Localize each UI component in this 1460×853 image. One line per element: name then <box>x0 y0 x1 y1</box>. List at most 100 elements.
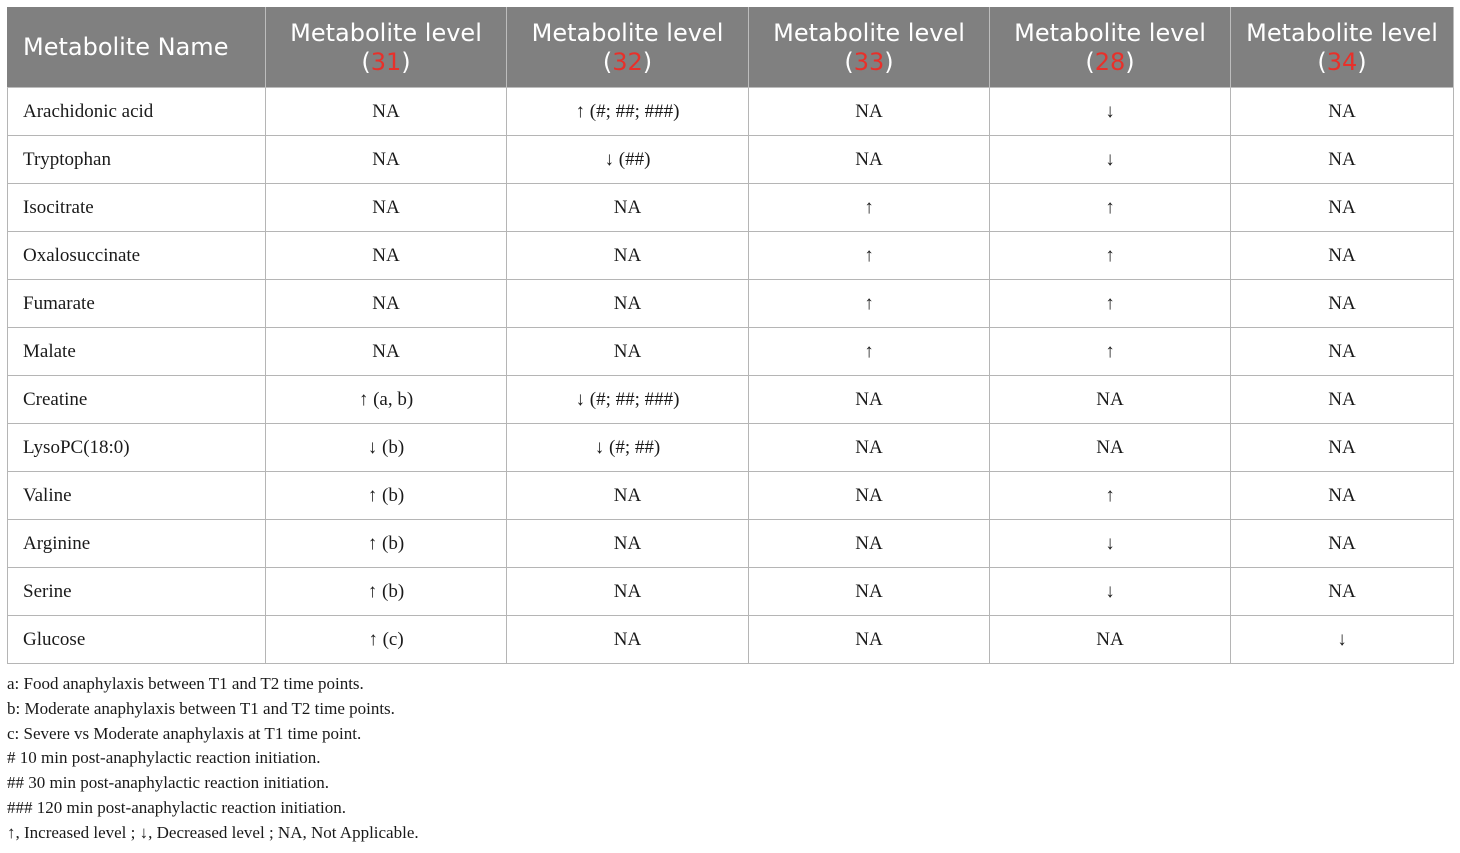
metabolite-level-cell: ↑ (b) <box>265 471 507 520</box>
metabolite-level-cell: NA <box>1230 375 1454 424</box>
metabolite-level-cell: ↓ (#; ##; ###) <box>506 375 749 424</box>
metabolite-level-cell: NA <box>265 135 507 184</box>
reference-link[interactable]: 32 <box>612 47 643 76</box>
header-cell: Metabolite Name <box>7 7 266 88</box>
metabolite-name-cell: Serine <box>7 567 266 616</box>
metabolite-level-cell: NA <box>748 375 990 424</box>
metabolite-level-cell: ↓ <box>989 519 1231 568</box>
reference-link[interactable]: 33 <box>853 47 885 76</box>
metabolite-level-cell: ↑ <box>748 231 990 280</box>
table-row: Malate NA NA ↑ ↑ NA <box>7 327 1454 376</box>
metabolite-level-cell: NA <box>748 471 990 520</box>
metabolite-level-cell: NA <box>748 423 990 472</box>
metabolite-level-cell: NA <box>748 519 990 568</box>
reference-link[interactable]: 34 <box>1326 47 1358 76</box>
metabolite-level-cell: NA <box>1230 87 1454 136</box>
footnote-line: ### 120 min post-anaphylactic reaction i… <box>7 797 346 817</box>
metabolite-level-cell: ↓ <box>1230 615 1454 664</box>
metabolite-level-cell: NA <box>748 567 990 616</box>
footnote-line: a: Food anaphylaxis between T1 and T2 ti… <box>7 674 364 693</box>
footnote-line: b: Moderate anaphylaxis between T1 and T… <box>7 698 395 718</box>
metabolite-level-cell: NA <box>506 231 749 280</box>
metabolite-level-cell: NA <box>1230 279 1454 328</box>
header-cell: Metabolite level (32) <box>506 7 749 88</box>
metabolite-name-cell: Glucose <box>7 615 266 664</box>
header-label: Metabolite Name <box>23 33 229 61</box>
metabolite-level-cell: NA <box>1230 471 1454 520</box>
metabolite-level-cell: ↑ (c) <box>265 615 507 664</box>
metabolite-level-cell: NA <box>506 567 749 616</box>
metabolite-name-cell: Fumarate <box>7 279 266 328</box>
metabolite-level-cell: NA <box>506 519 749 568</box>
metabolite-level-cell: NA <box>1230 519 1454 568</box>
metabolite-level-cell: ↑ <box>989 279 1231 328</box>
table-row: Serine ↑ (b) NA NA ↓ NA <box>7 567 1454 616</box>
metabolite-level-cell: NA <box>748 615 990 664</box>
table-row: Valine ↑ (b) NA NA ↑ NA <box>7 471 1454 520</box>
metabolite-name-cell: Isocitrate <box>7 183 266 232</box>
metabolite-level-cell: NA <box>265 327 507 376</box>
footnote-line: c: Severe vs Moderate anaphylaxis at T1 … <box>7 723 362 743</box>
metabolite-level-cell: ↑ (b) <box>265 567 507 616</box>
metabolite-level-cell: NA <box>748 135 990 184</box>
metabolite-level-cell: ↓ (b) <box>265 423 507 472</box>
reference-link[interactable]: 31 <box>370 47 402 76</box>
table-row: Tryptophan NA ↓ (##) NA ↓ NA <box>7 135 1454 184</box>
metabolite-level-cell: ↑ <box>748 327 990 376</box>
metabolite-name-cell: Tryptophan <box>7 135 266 184</box>
header-cell: Metabolite level (28) <box>989 7 1231 88</box>
footnote-line: # 10 min post-anaphylactic reaction init… <box>7 748 321 768</box>
metabolite-level-cell: ↓ <box>989 135 1231 184</box>
metabolite-level-cell: NA <box>506 471 749 520</box>
metabolite-name-cell: LysoPC(18:0) <box>7 423 266 472</box>
metabolite-level-cell: NA <box>748 87 990 136</box>
table-footnotes: a: Food anaphylaxis between T1 and T2 ti… <box>7 672 1453 846</box>
metabolite-level-cell: NA <box>989 375 1231 424</box>
metabolite-level-cell: ↑ (b) <box>265 519 507 568</box>
reference-link[interactable]: 28 <box>1094 47 1126 76</box>
footnote-line: ## 30 min post-anaphylactic reaction ini… <box>7 773 329 793</box>
metabolite-level-cell: ↓ <box>989 567 1231 616</box>
metabolite-level-cell: ↑ <box>748 279 990 328</box>
metabolite-level-cell: ↑ <box>989 327 1231 376</box>
metabolite-level-cell: NA <box>1230 327 1454 376</box>
metabolite-level-cell: ↑ (#; ##; ###) <box>506 87 749 136</box>
header-label: Metabolite level <box>531 18 724 47</box>
metabolite-name-cell: Oxalosuccinate <box>7 231 266 280</box>
header-label: Metabolite level <box>290 18 482 47</box>
metabolite-level-cell: ↑ <box>748 183 990 232</box>
metabolite-level-cell: NA <box>989 615 1231 664</box>
metabolite-level-cell: NA <box>265 231 507 280</box>
metabolite-level-cell: ↑ <box>989 231 1231 280</box>
metabolite-level-cell: NA <box>265 87 507 136</box>
metabolite-level-cell: NA <box>265 183 507 232</box>
table-row: Oxalosuccinate NA NA ↑ ↑ NA <box>7 231 1454 280</box>
header-cell: Metabolite level (33) <box>748 7 990 88</box>
metabolite-level-cell: NA <box>1230 135 1454 184</box>
metabolite-name-cell: Creatine <box>7 375 266 424</box>
metabolite-level-cell: NA <box>506 279 749 328</box>
table-row: Arginine ↑ (b) NA NA ↓ NA <box>7 519 1454 568</box>
metabolite-table: Metabolite Name Metabolite level (31) Met… <box>7 7 1454 664</box>
metabolite-level-cell: NA <box>1230 183 1454 232</box>
header-label: Metabolite level <box>1246 18 1438 47</box>
header-row: Metabolite Name Metabolite level (31) Met… <box>7 7 1454 88</box>
footnote-line: ↑, Increased level ; ↓, Decreased level … <box>7 822 419 842</box>
metabolite-level-cell: ↓ (#; ##) <box>506 423 749 472</box>
table-row: Arachidonic acid NA ↑ (#; ##; ###) NA ↓ NA <box>7 87 1454 136</box>
header-label: Metabolite level <box>1014 18 1206 47</box>
table-body: Arachidonic acid NA ↑ (#; ##; ###) NA ↓ NA Try… <box>7 87 1454 664</box>
metabolite-name-cell: Valine <box>7 471 266 520</box>
metabolite-name-cell: Malate <box>7 327 266 376</box>
metabolite-level-cell: NA <box>506 615 749 664</box>
metabolite-level-cell: NA <box>1230 567 1454 616</box>
table-row: LysoPC(18:0) ↓ (b) ↓ (#; ##) NA NA NA <box>7 423 1454 472</box>
header-label: Metabolite level <box>773 18 965 47</box>
metabolite-level-cell: NA <box>1230 231 1454 280</box>
metabolite-level-cell: NA <box>506 183 749 232</box>
metabolite-level-cell: NA <box>265 279 507 328</box>
metabolite-level-cell: NA <box>506 327 749 376</box>
table-row: Fumarate NA NA ↑ ↑ NA <box>7 279 1454 328</box>
table-row: Isocitrate NA NA ↑ ↑ NA <box>7 183 1454 232</box>
metabolite-level-cell: NA <box>1230 423 1454 472</box>
